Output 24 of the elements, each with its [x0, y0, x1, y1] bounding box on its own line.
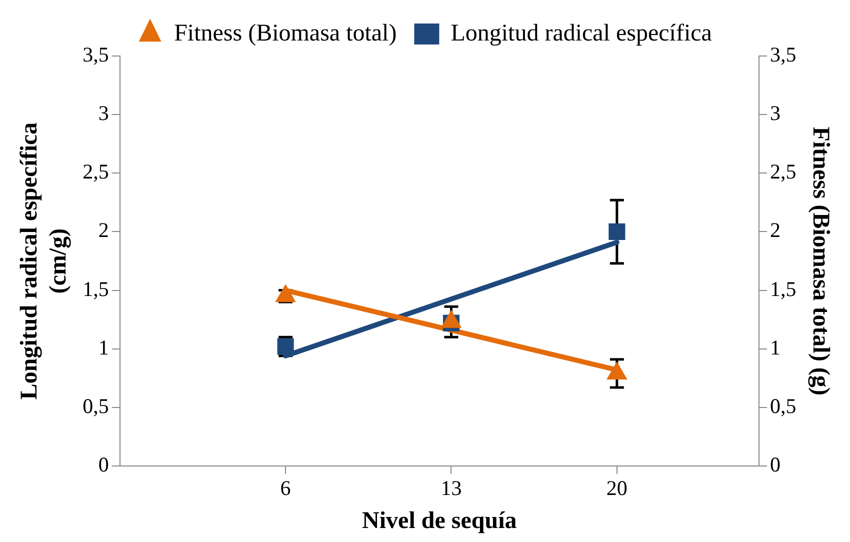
- y2-tick-label: 1: [770, 335, 780, 360]
- y2-tick-label: 3: [770, 101, 780, 126]
- y-tick-label: 1: [98, 335, 109, 360]
- y2-tick-label: 2: [770, 218, 780, 242]
- y2-tick-label: 2,5: [770, 160, 796, 184]
- y-axis-title: Longitud radical específica (cm/g): [16, 122, 72, 400]
- legend-label: Fitness (Biomasa total): [174, 20, 397, 46]
- y-tick-label: 2,5: [82, 160, 109, 184]
- y-tick-label: 1,5: [82, 276, 109, 301]
- y-tick-label: 3,5: [82, 42, 109, 67]
- y-tick-label: 3: [98, 101, 109, 126]
- x-tick-label: 13: [440, 476, 462, 500]
- y2-axis-title: Fitness (Biomasa total) (g): [807, 126, 834, 396]
- y-tick-label: 2: [98, 218, 109, 242]
- y2-tick-label: 3,5: [770, 42, 796, 67]
- y-tick-label: 0: [98, 452, 109, 477]
- x-axis-title: Nivel de sequía: [362, 508, 517, 534]
- legend-label: Longitud radical específica: [450, 20, 712, 46]
- y2-tick-label: 0,5: [770, 394, 796, 418]
- y2-tick-label: 0: [770, 452, 780, 477]
- x-tick-label: 20: [606, 476, 628, 500]
- y-tick-label: 0,5: [82, 394, 109, 418]
- x-tick-label: 6: [280, 476, 291, 500]
- y2-tick-label: 1,5: [770, 276, 796, 301]
